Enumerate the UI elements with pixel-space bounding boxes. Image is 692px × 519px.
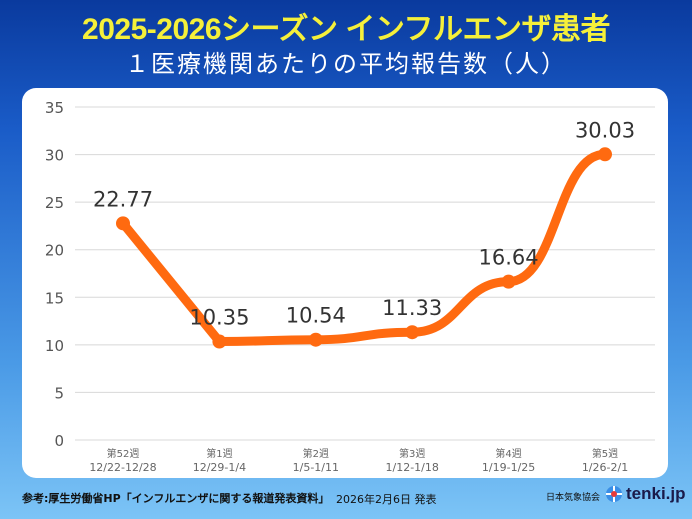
organization-name: 日本気象協会: [546, 493, 601, 503]
y-tick-label: 35: [45, 99, 64, 117]
data-point: [405, 325, 420, 340]
y-tick-label: 25: [45, 194, 64, 212]
chart-subtitle: １医療機関あたりの平均報告数（人）: [125, 50, 567, 78]
data-label: 16.64: [479, 246, 539, 270]
source-note: 参考:厚生労働省HP「インフルエンザに関する報道発表資料」: [22, 492, 330, 505]
data-label: 22.77: [93, 187, 153, 211]
y-tick-label: 0: [54, 432, 64, 450]
tenki-logo[interactable]: tenki.jp: [605, 484, 686, 504]
x-tick-week: 第4週: [495, 447, 521, 460]
y-tick-label: 30: [45, 147, 64, 165]
y-tick-label: 20: [45, 242, 64, 260]
data-point: [598, 147, 612, 162]
x-tick-range: 12/22-12/28: [89, 461, 156, 474]
logo-text: tenki.jp: [626, 484, 686, 503]
x-tick-range: 1/5-1/11: [293, 461, 339, 474]
publish-date: 2026年2月6日 発表: [336, 493, 437, 506]
data-point: [501, 274, 516, 289]
x-tick-week: 第5週: [592, 447, 618, 460]
y-tick-label: 15: [45, 289, 64, 307]
data-label: 30.03: [575, 118, 635, 142]
x-tick-week: 第1週: [206, 447, 232, 460]
series-line: [118, 149, 610, 347]
x-tick-range: 1/12-1/18: [386, 461, 439, 474]
tenki-logo-icon: [606, 486, 622, 502]
data-label: 10.35: [189, 306, 249, 330]
x-tick-range: 1/26-2/1: [582, 461, 628, 474]
data-point: [212, 334, 227, 349]
data-point: [308, 332, 323, 347]
y-tick-label: 10: [45, 337, 64, 355]
chart-title: 2025-2026シーズン インフルエンザ患者: [82, 13, 610, 46]
data-label: 11.33: [382, 296, 442, 320]
x-tick-range: 12/29-1/4: [193, 461, 246, 474]
x-tick-week: 第52週: [107, 447, 140, 460]
data-label: 10.54: [286, 304, 346, 328]
data-point: [116, 216, 130, 231]
chart-panel: [22, 88, 668, 478]
x-tick-week: 第3週: [399, 447, 425, 460]
y-tick-label: 5: [54, 384, 64, 402]
x-tick-range: 1/19-1/25: [482, 461, 535, 474]
x-tick-week: 第2週: [303, 447, 329, 460]
